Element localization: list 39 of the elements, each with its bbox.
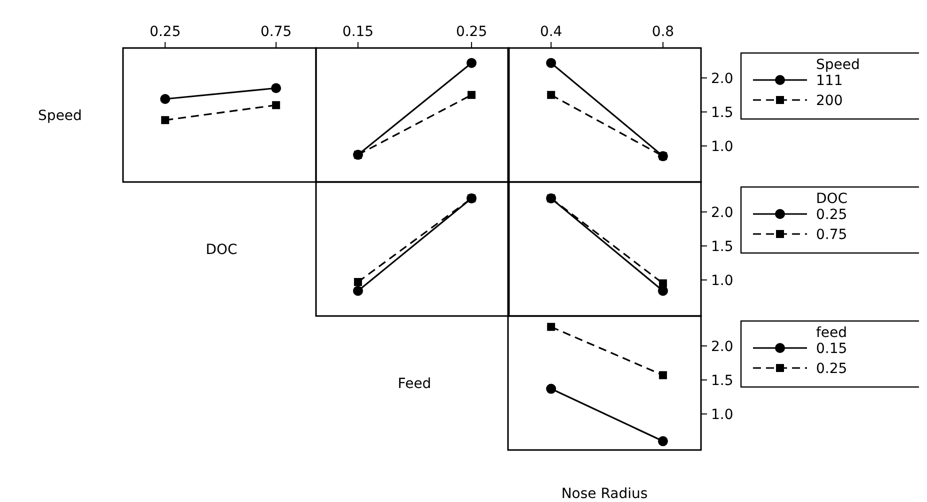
y-tick-label: 2.0 [711, 70, 734, 87]
y-tick-label: 1.5 [711, 372, 734, 389]
point [271, 83, 282, 94]
point [160, 94, 170, 104]
point [658, 436, 668, 446]
x-tick-label: 0.25 [456, 24, 488, 40]
x-tick-label: 0.8 [652, 24, 674, 40]
x-tick-label: 0.75 [260, 24, 292, 40]
y-axis-title: DOC [206, 242, 238, 258]
point [658, 279, 667, 288]
legend-label: 200 [816, 93, 843, 109]
point [547, 322, 556, 331]
x-tick-label: 0.25 [150, 24, 181, 40]
point [546, 384, 556, 394]
legend-label: 0.25 [816, 207, 848, 223]
y-axis-title: Feed [398, 376, 432, 392]
point [272, 101, 280, 110]
y-tick-label: 1.0 [711, 406, 734, 423]
x-tick-label: 0.4 [540, 24, 562, 40]
x-axis-title: Nose Radius [561, 486, 648, 502]
legend-label: 0.75 [816, 227, 848, 243]
legend-label: 111 [816, 73, 843, 89]
point [546, 58, 556, 68]
point [161, 116, 170, 124]
y-tick-label: 2.0 [711, 204, 734, 221]
y-tick-label: 1.0 [711, 272, 734, 289]
y-tick-label: 2.0 [711, 338, 734, 355]
point [547, 90, 556, 99]
y-tick-label: 1.5 [711, 238, 734, 255]
point [658, 371, 667, 380]
y-axis-title: Speed [38, 108, 82, 124]
legend-title: DOC [816, 191, 848, 207]
x-tick-label: 0.15 [342, 24, 374, 40]
y-tick-label: 1.0 [711, 138, 734, 155]
legend-label: 0.15 [816, 341, 848, 357]
legend-label: 0.25 [816, 361, 848, 377]
y-tick-label: 1.5 [711, 104, 734, 121]
legend-title: feed [816, 325, 848, 341]
legend-title: Speed [816, 57, 860, 73]
